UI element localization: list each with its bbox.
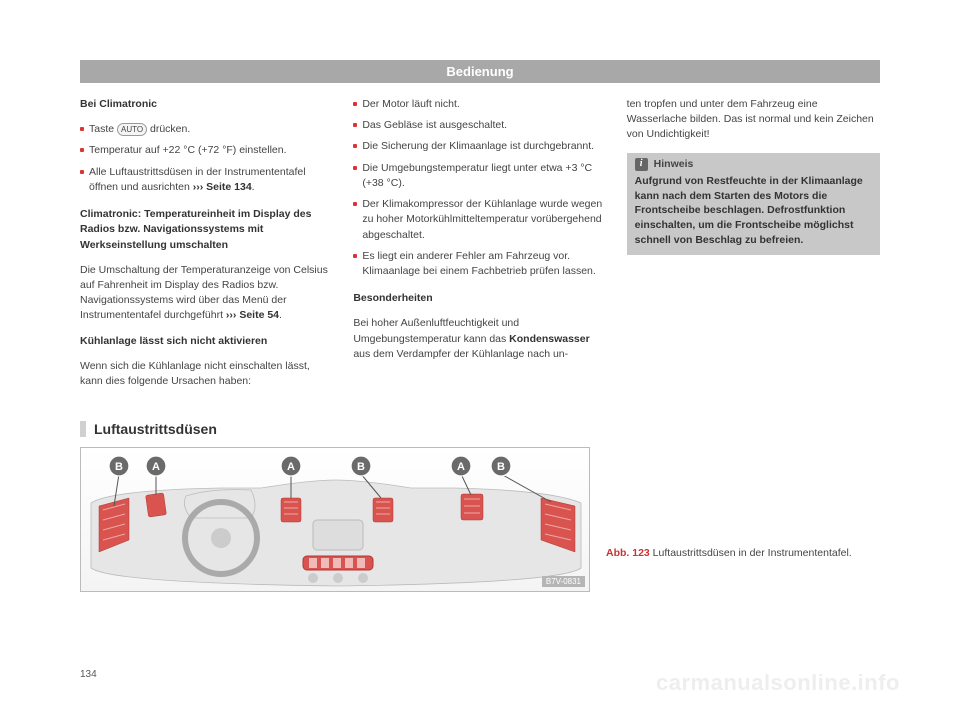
paragraph: Die Umschaltung der Temperaturanzeige vo…: [80, 263, 333, 324]
text: .: [279, 309, 282, 321]
figure-number: Abb. 123: [606, 547, 650, 559]
manual-page: Bedienung Bei Climatronic Taste AUTO drü…: [0, 0, 960, 708]
bullet-text: Das Gebläse ist ausgeschaltet.: [362, 118, 507, 133]
bullet-text: Es liegt ein anderer Fehler am Fahrzeug …: [362, 249, 606, 279]
bullet-text: Die Umgebungstemperatur liegt unter etwa…: [362, 161, 606, 191]
bullet-item: Temperatur auf +22 °C (+72 °F) einstelle…: [80, 143, 333, 158]
text: Bei hoher Außenluftfeuchtigkeit und Umge…: [353, 317, 519, 344]
svg-text:A: A: [287, 461, 295, 473]
page-number: 134: [80, 669, 97, 680]
bullet-icon: [353, 254, 357, 258]
text: .: [252, 181, 255, 193]
bullet-icon: [353, 144, 357, 148]
paragraph: Bei hoher Außenluftfeuchtigkeit und Umge…: [353, 316, 606, 362]
svg-text:A: A: [152, 461, 160, 473]
text: Taste: [89, 123, 117, 135]
hinweis-title: Hinweis: [654, 157, 694, 172]
heading-temp-unit: Climatronic: Temperatureinheit im Displa…: [80, 207, 333, 253]
bullet-item: Die Umgebungstemperatur liegt unter etwa…: [353, 161, 606, 191]
bullet-item: Der Motor läuft nicht.: [353, 97, 606, 112]
watermark: carmanualsonline.info: [656, 670, 900, 696]
bullet-item: Taste AUTO drücken.: [80, 122, 333, 137]
info-icon: i: [635, 158, 648, 171]
bullet-icon: [80, 127, 84, 131]
callout-labels: B A A B A B: [109, 456, 511, 476]
bullet-item: Alle Luftaustrittsdüsen in der Instrumen…: [80, 165, 333, 195]
center-screen: [313, 520, 363, 550]
figure-caption-text: Luftaustrittsdüsen in der Instrumententa…: [650, 547, 852, 559]
bullet-item: Die Sicherung der Klimaanlage ist durchg…: [353, 139, 606, 154]
page-ref: ››› Seite 54: [226, 309, 279, 321]
figure-dashboard: B A A B A B B7V-0831: [80, 447, 590, 592]
svg-text:B: B: [497, 461, 505, 473]
svg-text:B: B: [357, 461, 365, 473]
figure-row: B A A B A B B7V-0831 Abb. 123 Luftaustri…: [80, 447, 880, 592]
figure-caption: Abb. 123 Luftaustrittsdüsen in der Instr…: [606, 447, 880, 559]
bullet-text: Die Sicherung der Klimaanlage ist durchg…: [362, 139, 594, 154]
bullet-item: Der Klimakompressor der Kühlanlage wurde…: [353, 197, 606, 243]
heading-special: Besonderheiten: [353, 291, 606, 306]
bullet-icon: [80, 170, 84, 174]
bullet-icon: [353, 202, 357, 206]
column-3: ten tropfen und unter dem Fahrzeug eine …: [627, 97, 880, 399]
column-1: Bei Climatronic Taste AUTO drücken. Temp…: [80, 97, 333, 399]
text-columns: Bei Climatronic Taste AUTO drücken. Temp…: [80, 97, 880, 399]
vent-a-farright: [461, 494, 483, 520]
figure-code: B7V-0831: [542, 576, 585, 587]
text-bold: Kondenswasser: [509, 333, 590, 345]
bullet-item: Es liegt ein anderer Fehler am Fahrzeug …: [353, 249, 606, 279]
text: aus dem Verdampfer der Kühlanlage nach u…: [353, 348, 568, 360]
hinweis-body: Aufgrund von Restfeuchte in der Klimaanl…: [627, 174, 880, 255]
bullet-item: Das Gebläse ist ausgeschaltet.: [353, 118, 606, 133]
column-2: Der Motor läuft nicht. Das Gebläse ist a…: [353, 97, 606, 399]
bullet-icon: [353, 123, 357, 127]
bullet-text: Taste AUTO drücken.: [89, 122, 190, 137]
page-ref: ››› Seite 134: [193, 181, 252, 193]
heading-climatronic: Bei Climatronic: [80, 97, 333, 112]
steering-hub: [211, 528, 231, 548]
paragraph: ten tropfen und unter dem Fahrzeug eine …: [627, 97, 880, 143]
bullet-icon: [80, 148, 84, 152]
text: Die Umschaltung der Temperaturanzeige vo…: [80, 264, 328, 322]
bullet-text: Der Klimakompressor der Kühlanlage wurde…: [362, 197, 606, 243]
svg-text:B: B: [115, 461, 123, 473]
heading-cooling: Kühlanlage lässt sich nicht aktivieren: [80, 334, 333, 349]
svg-text:A: A: [457, 461, 465, 473]
bullet-text: Der Motor läuft nicht.: [362, 97, 459, 112]
paragraph: Wenn sich die Kühlanlage nicht einschalt…: [80, 359, 333, 389]
bullet-text: Temperatur auf +22 °C (+72 °F) einstelle…: [89, 143, 287, 158]
auto-button-icon: AUTO: [117, 123, 147, 137]
text: drücken.: [147, 123, 190, 135]
bullet-icon: [353, 166, 357, 170]
section-title: Luftaustrittsdüsen: [80, 421, 880, 437]
page-header: Bedienung: [80, 60, 880, 83]
bullet-icon: [353, 102, 357, 106]
dashboard-svg: B A A B A B: [81, 448, 590, 592]
vent-a-farleft: [146, 493, 167, 517]
hinweis-box: i Hinweis Aufgrund von Restfeuchte in de…: [627, 153, 880, 256]
hinweis-header: i Hinweis: [627, 153, 880, 174]
bullet-text: Alle Luftaustrittsdüsen in der Instrumen…: [89, 165, 333, 195]
